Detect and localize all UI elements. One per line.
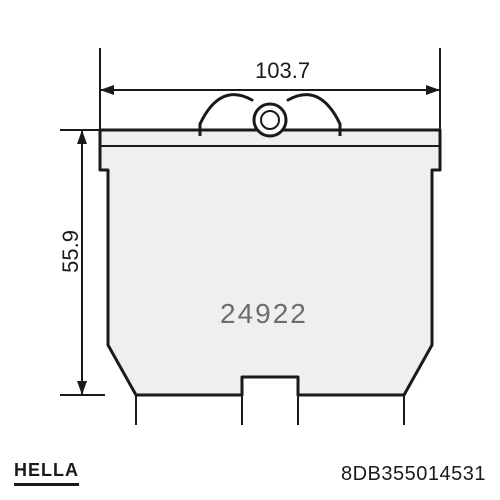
width-dimension: 103.7 bbox=[255, 58, 310, 84]
reference-number: 24922 bbox=[220, 298, 308, 330]
brand-text: HELLA bbox=[14, 460, 79, 481]
part-number: 8DB355014531 bbox=[341, 463, 486, 486]
height-dimension: 55.9 bbox=[58, 230, 84, 273]
brand-logo: HELLA bbox=[14, 460, 79, 486]
